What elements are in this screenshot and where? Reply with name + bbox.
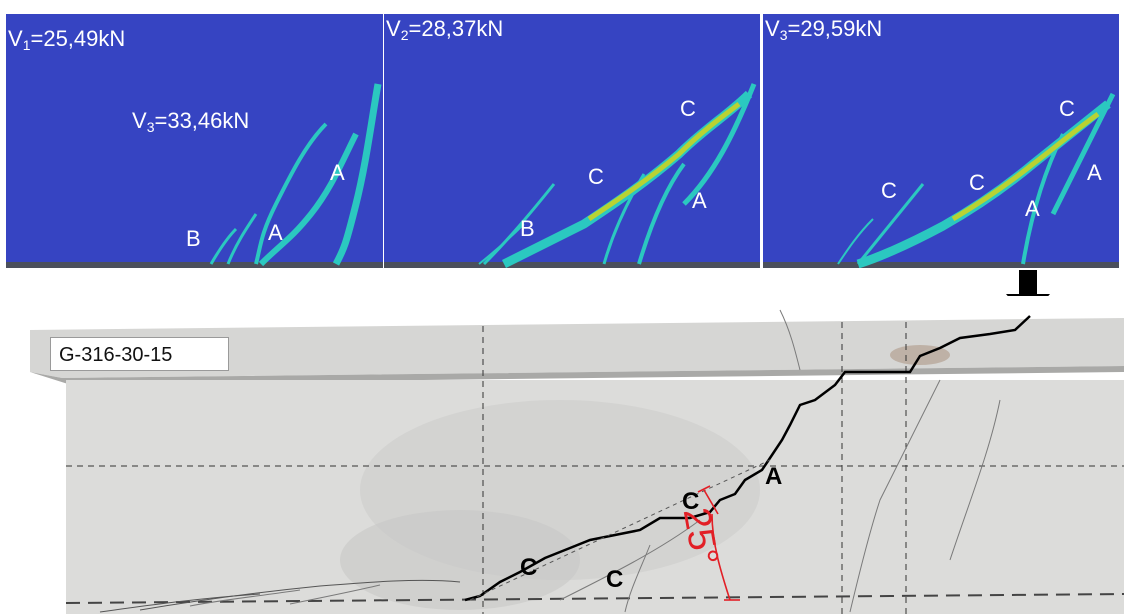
specimen-id-label: G-316-30-15 (50, 337, 229, 371)
load-label-2: V2=28,37kN (386, 16, 504, 44)
angle-label: 25° (674, 504, 726, 569)
crack-label-c: C (680, 96, 696, 121)
dic-panel-3: V3=29,59kN C C C A A (763, 14, 1119, 268)
strain-field-2 (384, 14, 760, 268)
crack-label-a: A (330, 160, 345, 185)
crack-label-b: B (520, 216, 535, 241)
inner-load-label: V3=33,46kN (132, 108, 250, 136)
beam-crack-label-a: A (765, 463, 783, 490)
beam-crack-label-c: C (520, 554, 538, 581)
crack-label-c: C (881, 178, 897, 203)
crack-label-a: A (692, 188, 707, 213)
crack-label-a: A (1025, 196, 1040, 221)
crack-label-b: B (186, 226, 201, 251)
crack-label-a: A (268, 220, 283, 245)
dic-panel-2: V2=28,37kN C C A B (384, 14, 760, 268)
crack-label-c: C (588, 164, 604, 189)
crack-label-c: C (1059, 96, 1075, 121)
beam-photo (0, 296, 1124, 614)
strain-field-3 (763, 14, 1119, 268)
dic-panel-1: V1=25,49kN V3=33,46kN A A B (6, 14, 383, 268)
beam-crack-label-c: C (682, 488, 700, 515)
crack-label-c: C (969, 170, 985, 195)
load-label-3: V3=29,59kN (765, 16, 883, 44)
crack-label-a: A (1087, 160, 1102, 185)
load-label-1: V1=25,49kN (8, 26, 126, 54)
strain-field-1 (6, 14, 383, 268)
beam-crack-label-c: C (606, 566, 624, 593)
